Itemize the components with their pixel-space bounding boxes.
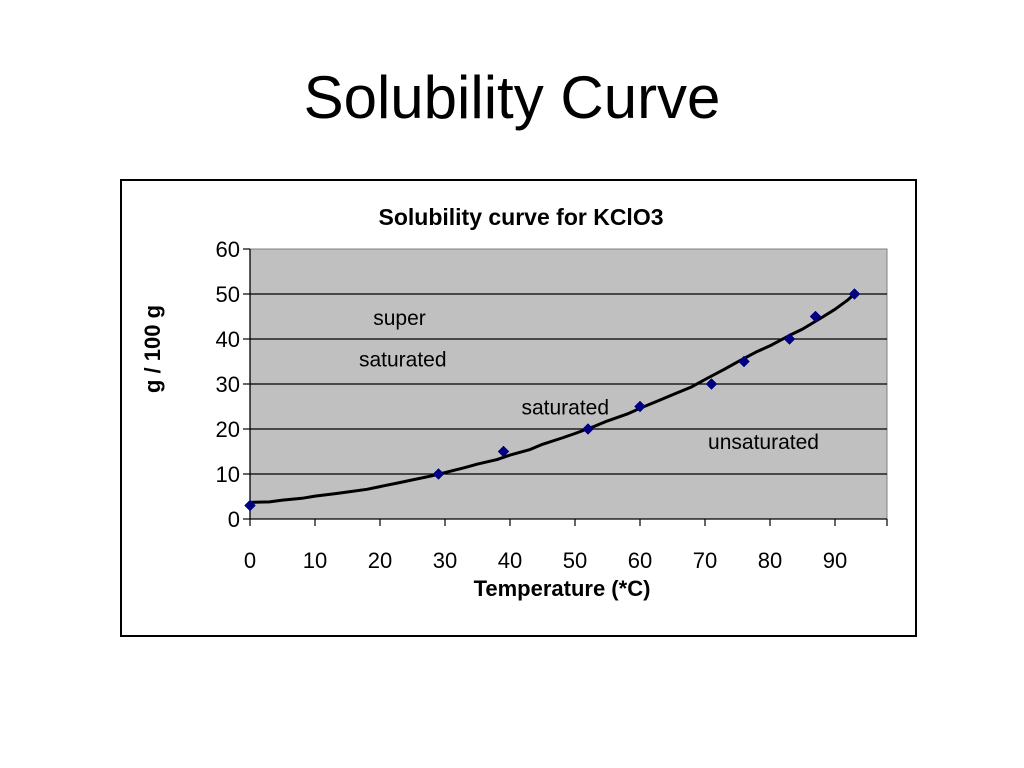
- solubility-curve: [248, 292, 856, 504]
- annotation-label: unsaturated: [708, 431, 819, 454]
- x-tick-label: 80: [758, 548, 782, 573]
- x-tick-label: 10: [303, 548, 327, 573]
- x-tick-label: 70: [693, 548, 717, 573]
- x-tick-label: 90: [823, 548, 847, 573]
- data-points: [244, 288, 861, 512]
- gridlines: [250, 293, 887, 475]
- data-point: [848, 288, 861, 300]
- data-point: [783, 333, 796, 345]
- data-point: [738, 355, 750, 368]
- y-axis-label: g / 100 g: [140, 305, 165, 393]
- y-tick-label: 0: [228, 507, 240, 532]
- x-tick-label: 30: [433, 548, 457, 573]
- tick-labels: 0 10 20 30 40 50 60 0 10 20 30 40 50 60 70 80 90: [216, 237, 848, 573]
- x-tick-label: 50: [563, 548, 587, 573]
- x-tick-label: 20: [368, 548, 392, 573]
- x-tick-label: 60: [628, 548, 652, 573]
- y-tick-label: 30: [216, 372, 240, 397]
- y-tick-label: 20: [216, 417, 240, 442]
- solubility-chart: Solubility curve for KClO3 0 10 20 30 40 50 60…: [140, 204, 888, 601]
- axes: [243, 248, 888, 526]
- data-point: [244, 499, 256, 512]
- data-point: [432, 468, 445, 480]
- data-point: [497, 445, 510, 458]
- data-point: [582, 423, 594, 435]
- slide-title: Solubility Curve: [303, 64, 721, 131]
- data-point: [705, 378, 718, 390]
- x-tick-label: 0: [244, 548, 256, 573]
- y-tick-label: 50: [216, 282, 240, 307]
- x-axis-label: Temperature (*C): [474, 576, 651, 601]
- y-tick-label: 40: [216, 327, 240, 352]
- x-tick-label: 40: [498, 548, 522, 573]
- annotation-label: saturated: [521, 396, 609, 419]
- y-tick-label: 10: [216, 462, 240, 487]
- y-tick-label: 60: [216, 237, 240, 262]
- annotations: super saturated saturated unsaturated: [359, 307, 819, 454]
- chart-title: Solubility curve for KClO3: [379, 204, 664, 230]
- data-point: [809, 310, 822, 323]
- data-point: [634, 400, 646, 413]
- annotation-label: saturated: [359, 348, 447, 371]
- annotation-label: super: [373, 307, 426, 330]
- curve-layer: [248, 292, 856, 504]
- chart-frame: Solubility curve for KClO3 0 10 20 30 40 50 60…: [120, 179, 917, 637]
